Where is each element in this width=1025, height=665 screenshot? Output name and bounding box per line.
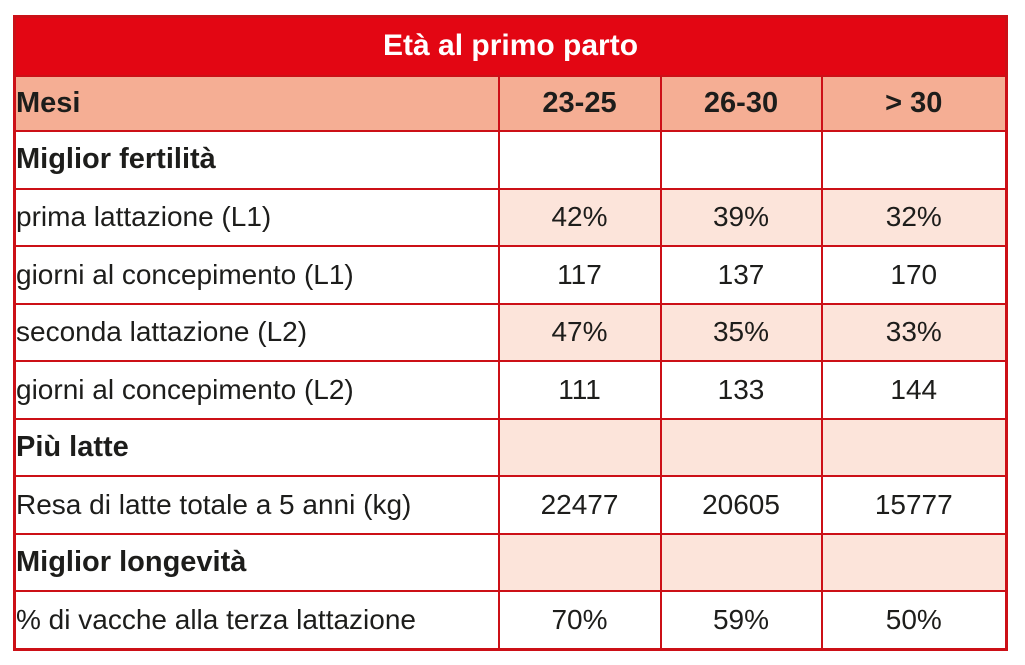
cell-value: 39% [659, 187, 823, 248]
eta-primo-parto-table: Età al primo parto Mesi 23-25 26-30 > 30… [13, 15, 1009, 651]
column-header-26-30: 26-30 [659, 74, 823, 133]
cell-value: 137 [659, 245, 823, 305]
table-row-section-piu-latte: Più latte [13, 417, 1008, 478]
table-title: Età al primo parto [13, 15, 1008, 77]
row-label: Resa di latte totale a 5 anni (kg) [13, 475, 500, 535]
cell-value: 32% [820, 187, 1008, 248]
cell-value: 35% [659, 302, 823, 363]
cell-value: 133 [659, 360, 823, 420]
empty-cell [659, 532, 823, 593]
table-row-vacche-terza-lattazione: % di vacche alla terza lattazione 70% 59… [13, 590, 1008, 651]
cell-value: 111 [497, 360, 662, 420]
cell-value: 144 [820, 360, 1008, 420]
table-row-section-fertilita: Miglior fertilità [13, 130, 1008, 190]
cell-value: 42% [497, 187, 662, 248]
cell-value: 22477 [497, 475, 662, 535]
row-label: seconda lattazione (L2) [13, 302, 500, 363]
table-row-prima-lattazione: prima lattazione (L1) 42% 39% 32% [13, 187, 1008, 248]
cell-value: 15777 [820, 475, 1008, 535]
empty-cell [659, 417, 823, 478]
section-label: Miglior fertilità [13, 130, 500, 190]
row-label: giorni al concepimento (L2) [13, 360, 500, 420]
table-row-resa-latte: Resa di latte totale a 5 anni (kg) 22477… [13, 475, 1008, 535]
table-header-row: Mesi 23-25 26-30 > 30 [13, 74, 1008, 133]
column-header-mesi: Mesi [13, 74, 500, 133]
cell-value: 50% [820, 590, 1008, 651]
empty-cell [659, 130, 823, 190]
eta-primo-parto-table-container: Età al primo parto Mesi 23-25 26-30 > 30… [13, 15, 1009, 651]
empty-cell [820, 417, 1008, 478]
table-row-giorni-concepimento-l2: giorni al concepimento (L2) 111 133 144 [13, 360, 1008, 420]
empty-cell [497, 130, 662, 190]
empty-cell [820, 130, 1008, 190]
table-row-giorni-concepimento-l1: giorni al concepimento (L1) 117 137 170 [13, 245, 1008, 305]
empty-cell [497, 417, 662, 478]
table-title-row: Età al primo parto [13, 15, 1008, 77]
column-header-23-25: 23-25 [497, 74, 662, 133]
empty-cell [497, 532, 662, 593]
cell-value: 33% [820, 302, 1008, 363]
row-label: giorni al concepimento (L1) [13, 245, 500, 305]
section-label: Miglior longevità [13, 532, 500, 593]
column-header-gt-30: > 30 [820, 74, 1008, 133]
cell-value: 70% [497, 590, 662, 651]
row-label: % di vacche alla terza lattazione [13, 590, 500, 651]
cell-value: 59% [659, 590, 823, 651]
table-row-section-longevita: Miglior longevità [13, 532, 1008, 593]
cell-value: 170 [820, 245, 1008, 305]
section-label: Più latte [13, 417, 500, 478]
cell-value: 20605 [659, 475, 823, 535]
row-label: prima lattazione (L1) [13, 187, 500, 248]
cell-value: 47% [497, 302, 662, 363]
table-row-seconda-lattazione: seconda lattazione (L2) 47% 35% 33% [13, 302, 1008, 363]
cell-value: 117 [497, 245, 662, 305]
empty-cell [820, 532, 1008, 593]
